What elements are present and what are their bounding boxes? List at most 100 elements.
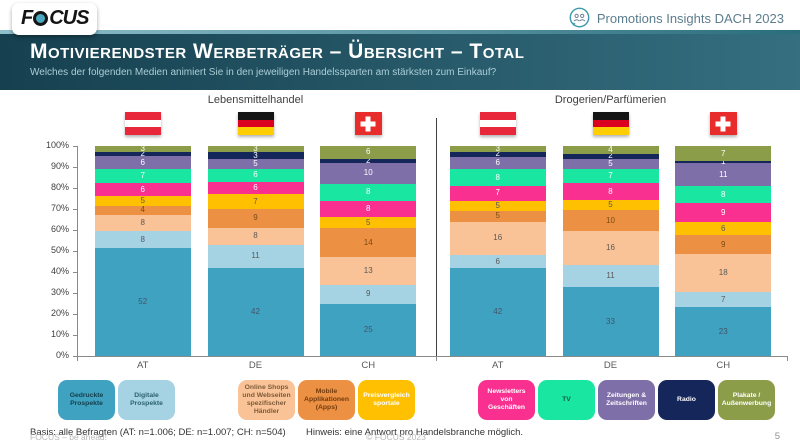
bar-segment: 5 <box>94 195 191 207</box>
bar-segment-value: 2 <box>495 149 500 159</box>
bar-column-de: 42 11 8 9 7 6 6 5 3 3 DE <box>207 112 304 374</box>
group-title-drogerien: Drogerien/Parfümerien <box>554 94 667 106</box>
legend-item: Zeitungen & Zeitschriften <box>598 380 655 420</box>
bar-segment: 11 <box>207 244 304 268</box>
bar-segment: 16 <box>449 221 546 256</box>
legend-item-label: TV <box>562 395 571 403</box>
austria-flag-icon <box>124 112 161 135</box>
bar-segment: 5 <box>449 211 546 222</box>
flag-stripe <box>237 112 274 120</box>
bar-segment: 33 <box>562 287 659 356</box>
bar-segment-value: 4 <box>140 205 145 215</box>
axis-tick <box>77 356 78 361</box>
bar-segment-value: 9 <box>366 289 371 299</box>
bar-segment: 4 <box>562 146 659 155</box>
bar-segment-value: 8 <box>495 172 500 182</box>
bar-segment-value: 5 <box>608 200 613 210</box>
bar-segment-value: 25 <box>363 324 373 334</box>
bar-column-ch: 23 7 18 9 6 9 8 11 1 7 CH <box>675 112 772 374</box>
legend-item-label: Zeitungen & Zeitschriften <box>606 391 647 407</box>
bar-segment: 2 <box>562 152 659 160</box>
bar-segment: 3 <box>207 151 304 159</box>
switzerland-flag-icon <box>354 112 382 135</box>
bar-segment: 6 <box>449 156 546 170</box>
program-badge: Promotions Insights DACH 2023 <box>568 7 784 30</box>
bar-segment: 3 <box>449 144 546 154</box>
category-label: AT <box>492 359 504 371</box>
bar-segment: 8 <box>207 227 304 245</box>
bar-segment-value: 2 <box>140 149 145 159</box>
bar-segment: 5 <box>449 200 546 212</box>
basis-note: Basis: alle Befragten (AT: n=1.006; DE: … <box>30 427 286 438</box>
flag-slot <box>563 112 659 146</box>
bar-segment: 2 <box>94 149 191 159</box>
y-axis-tick <box>73 293 78 294</box>
flag-stripe <box>479 119 516 128</box>
legend-item: Online Shops und Webseiten spezifischer Hän… <box>238 380 295 420</box>
flag-slot <box>208 112 304 146</box>
legend-item-label: Newsletters von Geschäften <box>487 387 526 411</box>
austria-flag-icon <box>479 112 516 135</box>
category-label: DE <box>248 359 263 371</box>
bar-segment-value: 7 <box>495 188 500 198</box>
bar-segment: 18 <box>675 254 772 293</box>
footer-copyright: © FOCUS 2023 <box>366 431 426 442</box>
bar-segment-value: 5 <box>495 211 500 221</box>
category-label: CH <box>361 359 376 371</box>
badge-label: Promotions Insights DACH 2023 <box>596 11 784 26</box>
bar-segment: 9 <box>675 203 772 223</box>
stacked-bar: 42 6 16 5 5 7 8 6 2 3 <box>449 144 546 356</box>
bar-groups: 52 8 8 4 5 6 7 6 2 3 AT 42 11 8 9 7 6 6 5 3 3 DE 25 9 13 14 5 8 8 10 2… <box>78 112 788 374</box>
slide-footer: FOCUS – be ahead! © FOCUS 2023 5 <box>0 431 800 442</box>
flag-stripe <box>479 127 516 135</box>
bar-segment-value: 5 <box>140 196 145 206</box>
bar-segment-value: 11 <box>251 251 260 261</box>
group-divider <box>436 118 438 356</box>
logo-lens-icon <box>33 11 49 26</box>
footer-left: FOCUS – be ahead! <box>30 431 108 442</box>
flag-slot <box>675 112 771 146</box>
bar-segment-value: 5 <box>608 158 613 168</box>
y-axis-label: 0% <box>55 350 69 360</box>
group-title-lebensmittelhandel: Lebensmittelhandel <box>207 94 304 106</box>
bar-segment-value: 3 <box>495 144 500 154</box>
bar-segment: 8 <box>320 200 417 218</box>
flag-slot <box>450 112 546 146</box>
bar-segment-value: 42 <box>493 306 503 316</box>
y-axis-label: 20% <box>50 308 69 318</box>
bar-segment-value: 8 <box>140 217 145 227</box>
category-label: AT <box>137 359 149 371</box>
bar-segment: 8 <box>94 214 191 232</box>
legend-item: TV <box>538 380 595 420</box>
bar-segment-value: 6 <box>495 157 500 167</box>
bar-segment-value: 7 <box>140 171 145 181</box>
bar-segment: 16 <box>562 231 659 265</box>
y-axis: 100% 90% 80% 70% 60% 50% 40% 30% 20% 10% 0% <box>30 112 72 360</box>
bar-segment: 10 <box>320 162 417 184</box>
y-axis-tick <box>73 335 78 336</box>
bar-segment-value: 8 <box>366 187 371 197</box>
bar-segment: 8 <box>320 183 417 201</box>
y-axis-label: 100% <box>45 140 69 150</box>
bar-segment-value: 33 <box>606 316 615 326</box>
bar-segment: 52 <box>94 247 191 356</box>
germany-flag-icon <box>237 112 274 135</box>
bar-segment-value: 18 <box>718 268 728 278</box>
flag-slot <box>320 112 416 146</box>
bar-segment: 6 <box>207 181 304 195</box>
bar-segment: 14 <box>320 227 417 258</box>
bar-segment-value: 6 <box>495 256 500 266</box>
logo-text-cus: CUS <box>49 7 89 29</box>
category-label: DE <box>603 359 618 371</box>
bar-column-at: 42 6 16 5 5 7 8 6 2 3 AT <box>449 112 546 374</box>
flag-stripe <box>124 127 161 135</box>
bar-segment: 7 <box>449 185 546 201</box>
y-axis-label: 10% <box>50 329 69 339</box>
flag-stripe <box>592 119 629 128</box>
bar-segment: 8 <box>449 169 546 186</box>
hinweis-note: Hinweis: eine Antwort pro Handelsbranche… <box>306 427 524 438</box>
y-axis-tick <box>73 167 78 168</box>
bar-segment-value: 1 <box>721 156 726 166</box>
bar-segment-value: 3 <box>140 144 145 154</box>
bar-segment: 1 <box>675 156 772 166</box>
